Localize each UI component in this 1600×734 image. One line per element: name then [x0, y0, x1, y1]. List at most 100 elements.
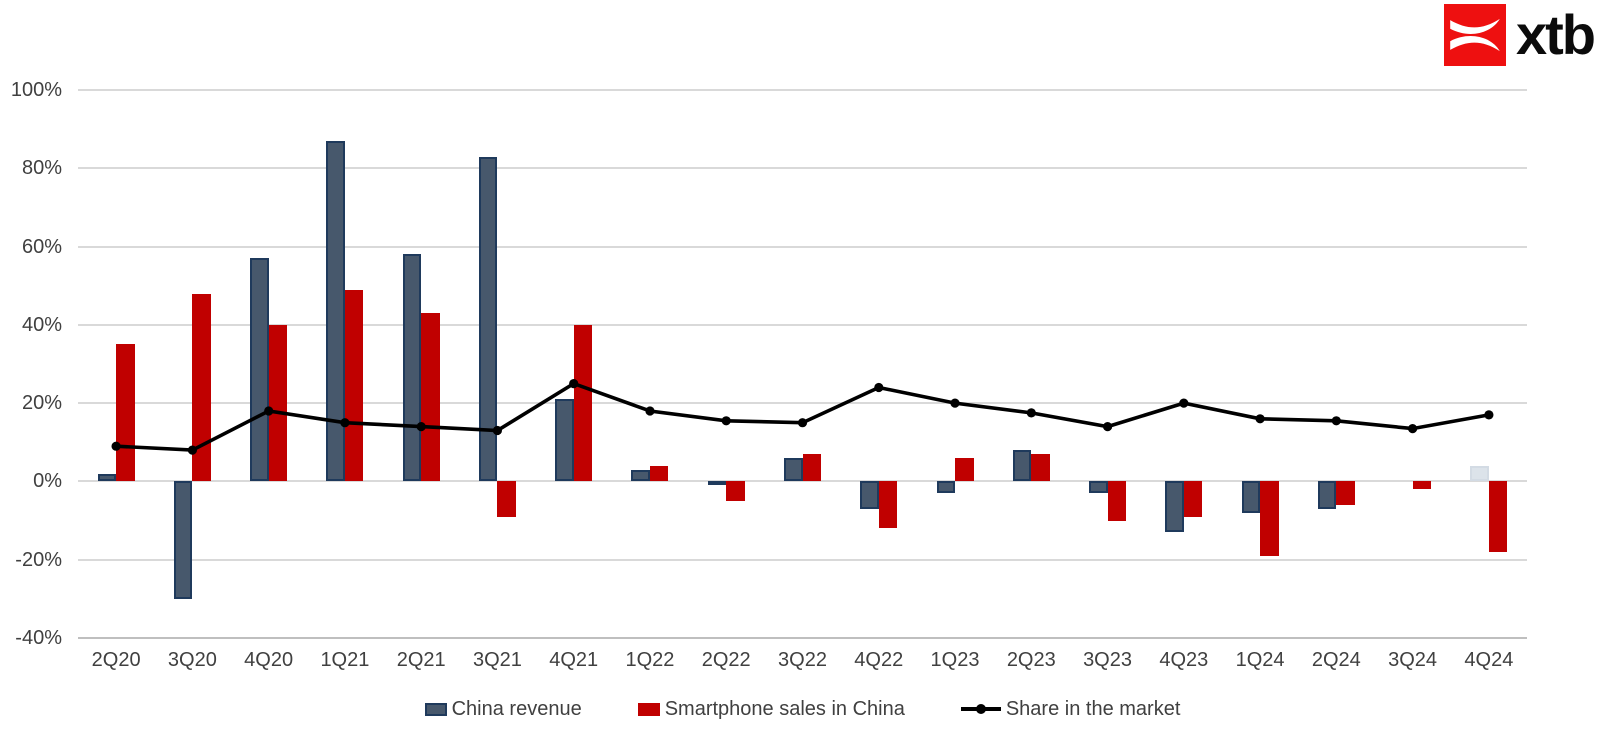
gridline-60- — [78, 245, 1527, 248]
bar-smartphone-sales-in-china-3q20 — [192, 293, 211, 482]
gridline-0- — [78, 480, 1527, 483]
x-label-3q20: 3Q20 — [167, 649, 217, 671]
legend-label-china-revenue: China revenue — [451, 697, 582, 720]
share-in-the-market-point-1q24 — [1255, 414, 1265, 424]
x-label-4q20: 4Q20 — [244, 649, 294, 671]
gridline-100- — [78, 89, 1527, 91]
legend-line-marker-share-in-the-market — [960, 704, 1001, 714]
share-in-the-market-point-3q20 — [187, 445, 197, 455]
bar-china-revenue-1q21 — [326, 140, 345, 482]
y-label-20-: 20% — [21, 392, 62, 415]
bar-smartphone-sales-in-china-2q22 — [726, 481, 745, 501]
y-label-40-: 40% — [21, 313, 62, 336]
gridline--20- — [78, 558, 1527, 561]
share-in-the-market-point-4q22 — [874, 382, 884, 393]
legend-label-share-in-the-market: Share in the market — [1005, 697, 1181, 720]
x-label-2q21: 2Q21 — [396, 649, 446, 671]
bar-smartphone-sales-in-china-1q22 — [649, 465, 669, 482]
bar-china-revenue-4q23 — [1165, 481, 1184, 533]
bar-china-revenue-3q22 — [784, 457, 803, 482]
bar-china-revenue-1q24 — [1241, 481, 1261, 513]
share-in-the-market-point-3q22 — [797, 418, 808, 428]
xtb-logo-text: xtb — [1516, 3, 1596, 66]
share-in-the-market-point-1q22 — [645, 406, 655, 416]
market-share-line-layer — [111, 379, 1494, 455]
share-in-the-market-point-1q23 — [950, 398, 960, 408]
x-label-1q22: 1Q22 — [625, 649, 675, 671]
bar-china-revenue-4q20 — [250, 258, 269, 482]
bar-smartphone-sales-in-china-1q24 — [1260, 481, 1279, 556]
plot-area — [78, 89, 1527, 639]
share-in-the-market-point-4q20 — [264, 406, 274, 416]
x-label-2q24: 2Q24 — [1311, 649, 1361, 671]
y-label-80-: 80% — [21, 157, 62, 180]
bar-smartphone-sales-in-china-4q22 — [878, 481, 898, 529]
x-label-4q23: 4Q23 — [1159, 649, 1209, 671]
y-label-60-: 60% — [21, 235, 62, 258]
share-in-the-market-point-1q21 — [340, 418, 350, 428]
x-label-3q21: 3Q21 — [472, 649, 522, 671]
share-in-the-market-point-3q21 — [492, 425, 502, 436]
x-label-4q21: 4Q21 — [549, 649, 599, 671]
bar-smartphone-sales-in-china-4q21 — [573, 324, 593, 482]
bar-smartphone-sales-in-china-4q20 — [268, 324, 288, 482]
bar-smartphone-sales-in-china-3q24 — [1412, 481, 1432, 490]
xtb-logo: xtb — [1444, 3, 1596, 66]
x-label-2q22: 2Q22 — [701, 649, 751, 671]
bar-smartphone-sales-in-china-3q21 — [497, 481, 516, 517]
share-in-the-market-point-3q24 — [1408, 424, 1418, 434]
share-in-the-market-point-2q21 — [416, 422, 426, 432]
gridlines-layer — [78, 89, 1527, 639]
share-in-the-market-point-3q23 — [1103, 422, 1113, 432]
share-in-the-market-point-2q20 — [111, 441, 121, 451]
legend-item-china-revenue: China revenue — [424, 697, 582, 721]
bar-smartphone-sales-in-china-2q24 — [1336, 481, 1355, 505]
xtb-logo-icon — [1444, 4, 1506, 66]
x-label-3q23: 3Q23 — [1083, 649, 1132, 671]
bar-china-revenue-4q21 — [555, 399, 574, 482]
legend-item-share-in-the-market: Share in the market — [960, 697, 1181, 721]
legend-swatch-china-revenue — [424, 702, 447, 716]
share-in-the-market-point-2q24 — [1331, 416, 1341, 426]
bar-china-revenue-3q20 — [173, 481, 193, 599]
bar-china-revenue-1q23 — [936, 481, 956, 494]
bar-smartphone-sales-in-china-3q23 — [1107, 481, 1127, 521]
bar-china-revenue-2q24 — [1317, 481, 1337, 509]
bar-smartphone-sales-in-china-2q23 — [1031, 454, 1050, 482]
bar-smartphone-sales-in-china-2q21 — [421, 313, 440, 482]
legend-item-smartphone-sales-in-china: Smartphone sales in China — [637, 698, 905, 721]
x-label-1q23: 1Q23 — [930, 649, 980, 671]
x-label-1q24: 1Q24 — [1235, 649, 1285, 671]
legend-line-dot — [975, 704, 986, 714]
gridline--40- — [78, 637, 1527, 639]
x-label-2q23: 2Q23 — [1006, 649, 1056, 671]
y-label--40-: -40% — [15, 627, 62, 649]
bar-smartphone-sales-in-china-3q22 — [802, 454, 821, 482]
gridline-40- — [78, 323, 1527, 326]
share-in-the-market-line — [116, 381, 1490, 452]
bar-china-revenue-3q21 — [478, 156, 498, 482]
gridline-20- — [78, 402, 1527, 405]
x-label-3q22: 3Q22 — [778, 649, 827, 671]
y-label-100-: 100% — [10, 79, 62, 101]
bar-smartphone-sales-in-china-4q23 — [1183, 481, 1203, 517]
legend-swatch-smartphone-sales-in-china — [637, 702, 660, 716]
xtb-logo-red-square — [1444, 4, 1506, 66]
bar-smartphone-sales-in-china-1q23 — [955, 457, 974, 482]
share-in-the-market-point-4q21 — [569, 379, 579, 389]
bar-china-revenue-1q22 — [631, 469, 650, 482]
share-in-the-market-point-2q23 — [1026, 408, 1036, 418]
x-label-1q21: 1Q21 — [320, 649, 370, 671]
x-label-4q24: 4Q24 — [1464, 649, 1514, 671]
gridline-80- — [78, 167, 1527, 170]
bar-china-revenue-2q22 — [707, 481, 727, 486]
bar-smartphone-sales-in-china-1q21 — [344, 289, 364, 482]
legend: China revenue Smartphone sales in China Sh… — [78, 694, 1527, 724]
bar-smartphone-sales-in-china-4q24 — [1488, 481, 1508, 552]
y-label-0-: 0% — [33, 470, 62, 493]
bar-china-revenue-3q23 — [1089, 481, 1108, 494]
x-label-4q22: 4Q22 — [854, 649, 904, 671]
share-in-the-market-point-2q22 — [721, 416, 731, 426]
bar-china-revenue-4q24 — [1470, 465, 1489, 482]
